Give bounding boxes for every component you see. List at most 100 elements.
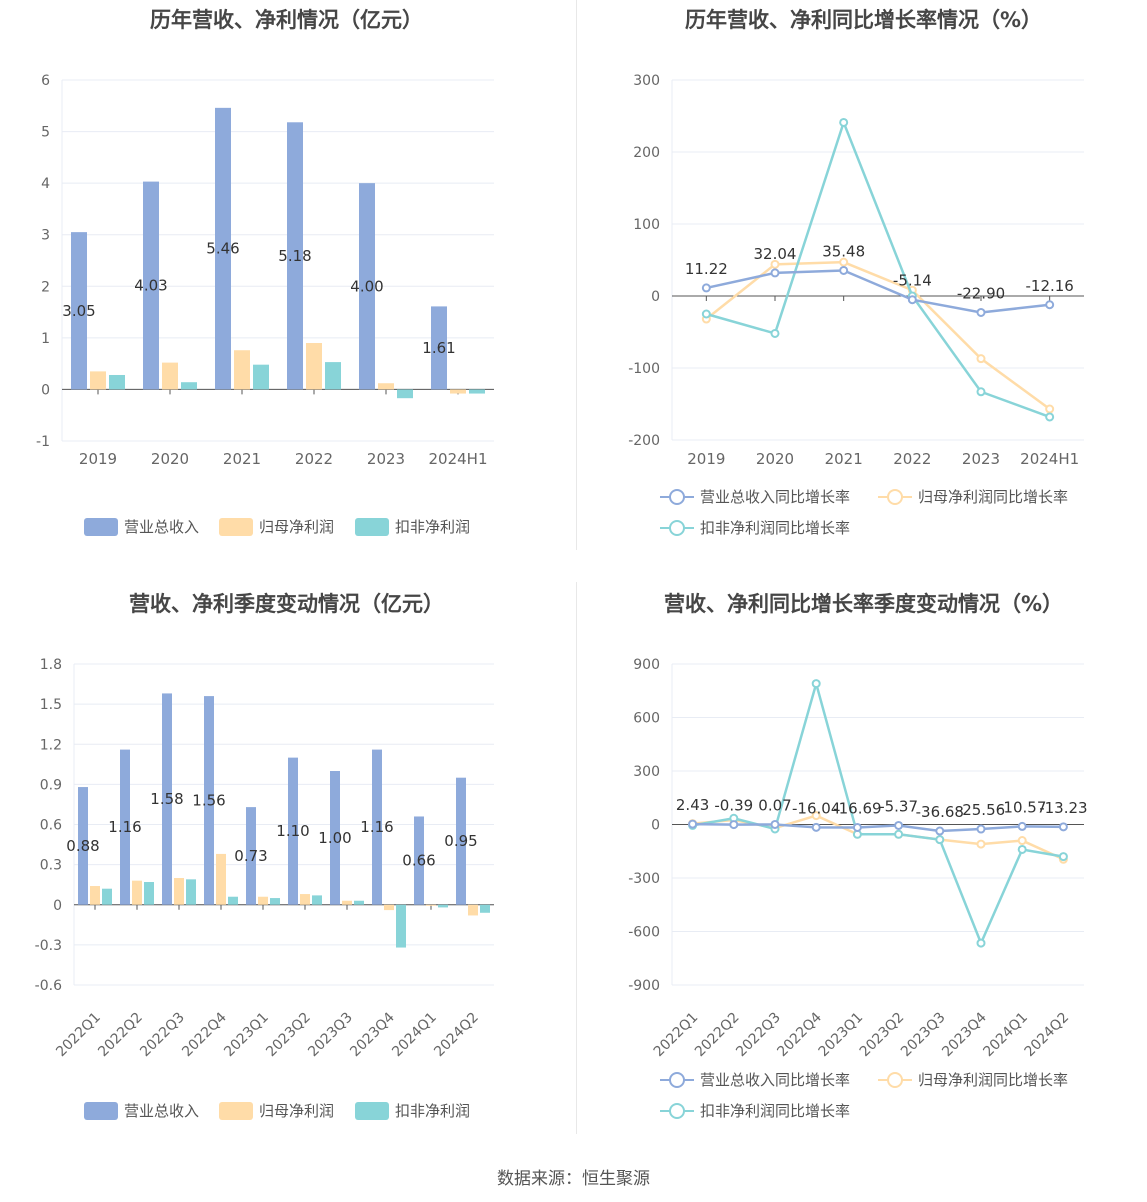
- bar-归母净利润: [306, 343, 322, 390]
- legend-item-net-profit[interactable]: 归母净利润: [219, 1100, 334, 1121]
- bar-营业总收入: [215, 107, 231, 390]
- legend-label: 归母净利润同比增长率: [918, 1071, 1069, 1089]
- bar-扣非净利润: [102, 888, 112, 905]
- data-label: 5.46: [206, 240, 239, 258]
- quarter-bar-panel: 营收、净利季度变动情况（亿元） -0.6 -0.3 0 0.3 0.6 0.9 1.2 1.5…: [0, 584, 573, 1164]
- bar-归母净利润: [384, 904, 394, 911]
- data-label: 1.61: [422, 339, 455, 357]
- legend-item-revenue-growth[interactable]: 营业总收入同比增长率: [660, 1069, 850, 1090]
- x-tick-label: 2020: [756, 450, 794, 468]
- data-label: 1.58: [150, 790, 183, 808]
- chart-title: 历年营收、净利情况（亿元）: [150, 8, 423, 32]
- data-label: -0.39: [714, 797, 753, 815]
- series-line-归母净利润同比增长率: [705, 260, 1051, 411]
- bar-扣非净利润: [396, 904, 406, 948]
- bar-扣非净利润: [480, 904, 490, 913]
- data-label: -12.16: [1025, 277, 1073, 295]
- y-tick-label: 5: [41, 125, 50, 141]
- data-label: -10.57: [998, 798, 1046, 816]
- y-tick-label: 300: [633, 73, 660, 89]
- x-tick-label: 2022Q2: [95, 1010, 146, 1061]
- y-tick-label: 2: [41, 279, 50, 295]
- legend-label: 归母净利润: [259, 1102, 335, 1120]
- data-point: [701, 309, 711, 319]
- data-point: [770, 268, 780, 278]
- data-point: [935, 826, 945, 836]
- x-tick-label: 2022Q4: [774, 1009, 825, 1060]
- x-tick-label: 2023: [962, 450, 1000, 468]
- data-label: 35.48: [822, 242, 865, 260]
- series-line-营业总收入同比增长率: [692, 822, 1064, 833]
- bar-营业总收入: [431, 306, 447, 390]
- y-tick-label: -200: [628, 433, 660, 449]
- data-point: [894, 829, 904, 839]
- data-label: -25.56: [957, 801, 1005, 819]
- bar-营业总收入: [414, 816, 424, 905]
- bar-扣非净利润: [144, 882, 154, 905]
- data-label: 5.18: [278, 247, 311, 265]
- legend-swatch: [84, 517, 118, 536]
- legend-item-revenue[interactable]: 营业总收入: [84, 516, 199, 537]
- bar-扣非净利润: [186, 879, 196, 905]
- bar-扣非净利润: [228, 896, 238, 905]
- bar-扣非净利润: [469, 389, 485, 394]
- data-point: [976, 354, 986, 364]
- y-tick-label: 4: [41, 176, 50, 192]
- data-point: [811, 811, 821, 821]
- bar-扣非净利润: [109, 374, 125, 390]
- legend-swatch: [355, 517, 389, 536]
- quarter-bar-chart: -0.6-0.300.30.60.91.21.51.82022Q12022Q22…: [35, 657, 494, 1061]
- data-label: 11.22: [685, 260, 728, 278]
- y-tick-label: 6: [41, 73, 50, 89]
- legend-label: 营业总收入: [124, 518, 200, 536]
- y-tick-label: 600: [633, 711, 660, 727]
- data-label: 32.04: [754, 245, 797, 263]
- legend-item-deducted-profit[interactable]: 扣非净利润: [355, 1100, 470, 1121]
- y-tick-label: 100: [633, 217, 660, 233]
- data-label: 0.66: [402, 852, 435, 870]
- quarter-line-chart: -900 -600 -300 0 300 600 900 2022Q12022Q22022Q3…: [628, 657, 1087, 1061]
- x-tick-label: 2024Q2: [431, 1010, 482, 1061]
- data-point: [1045, 412, 1055, 422]
- bar-营业总收入: [204, 696, 214, 905]
- x-tick-label: 2024H1: [1020, 450, 1079, 468]
- x-tick-label: 2021: [223, 450, 261, 468]
- data-label: 4.03: [134, 277, 167, 295]
- y-tick-label: 0: [651, 289, 660, 305]
- legend-item-net-growth[interactable]: 归母净利润同比增长率: [878, 1069, 1068, 1090]
- x-tick-label: 2022Q1: [651, 1010, 702, 1061]
- bar-归母净利润: [162, 362, 178, 390]
- bar-归母净利润: [90, 371, 106, 390]
- bar-归母净利润: [132, 880, 142, 905]
- x-tick-label: 2022Q4: [179, 1009, 230, 1060]
- data-point: [976, 824, 986, 834]
- legend-item-revenue[interactable]: 营业总收入: [84, 1100, 199, 1121]
- legend-label: 归母净利润: [259, 518, 335, 536]
- bar-扣非净利润: [181, 382, 197, 390]
- x-tick-label: 2024Q1: [389, 1010, 440, 1061]
- legend-item-revenue-growth[interactable]: 营业总收入同比增长率: [660, 486, 850, 507]
- bar-归母净利润: [90, 886, 100, 905]
- legend-item-deducted-profit[interactable]: 扣非净利润: [355, 516, 470, 537]
- legend-label: 扣非净利润同比增长率: [700, 519, 851, 537]
- data-point: [839, 117, 849, 127]
- annual-line-panel: 历年营收、净利同比增长率情况（%） -200 -100 0 100 200 300 2019…: [577, 0, 1147, 580]
- data-point: [770, 819, 780, 829]
- legend-item-deducted-growth[interactable]: 扣非净利润同比增长率: [660, 1100, 850, 1121]
- y-tick-label: 3: [41, 228, 50, 244]
- bar-营业总收入: [456, 777, 466, 905]
- x-tick-label: 2023Q3: [898, 1010, 949, 1061]
- legend-item-net-profit[interactable]: 归母净利润: [219, 516, 334, 537]
- legend-item-net-growth[interactable]: 归母净利润同比增长率: [878, 486, 1068, 507]
- x-tick-label: 2024Q1: [980, 1010, 1031, 1061]
- legend-label: 营业总收入: [124, 1102, 200, 1120]
- bar-归母净利润: [378, 383, 394, 390]
- data-point: [1058, 822, 1068, 832]
- bar-扣非净利润: [312, 895, 322, 905]
- legend-item-deducted-growth[interactable]: 扣非净利润同比增长率: [660, 517, 850, 538]
- x-tick-label: 2022: [295, 450, 333, 468]
- legend-swatch: [84, 1101, 118, 1120]
- data-label: -16.69: [833, 799, 881, 817]
- bar-营业总收入: [246, 807, 256, 905]
- data-label: 1.56: [192, 791, 225, 809]
